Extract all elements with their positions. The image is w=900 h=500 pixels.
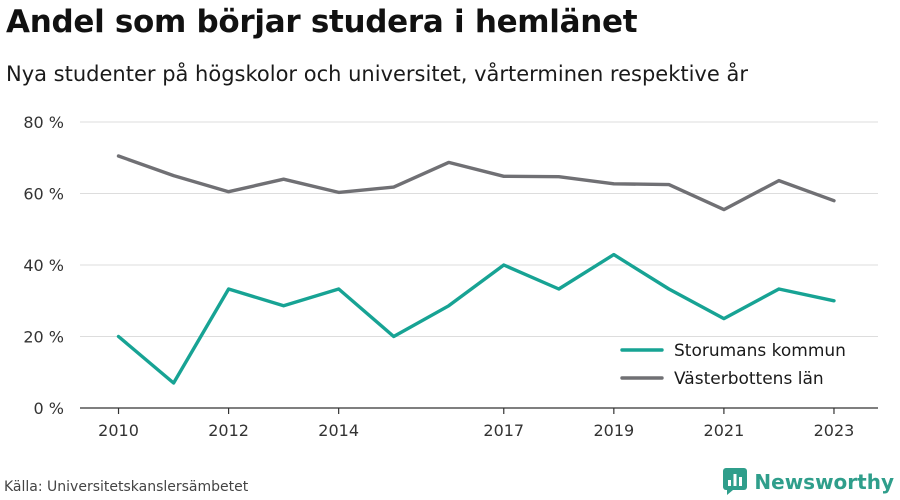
x-tick-label: 2017 [483, 421, 524, 440]
brand-name: Newsworthy [754, 469, 894, 494]
y-tick-label: 40 % [23, 256, 64, 275]
series-line-1 [116, 154, 836, 212]
x-tick-label: 2014 [318, 421, 359, 440]
y-tick-label: 20 % [23, 328, 64, 347]
axes: 0 % 20 % 40 % 60 % 80 % 2010 2012 2014 2017 2019 2… [23, 113, 878, 440]
chart-title: Andel som börjar studera i hemlänet [6, 4, 638, 40]
legend-label: Storumans kommun [674, 341, 846, 361]
series-line-0 [116, 252, 836, 385]
y-tick-label: 80 % [23, 113, 64, 132]
x-tick-label: 2012 [208, 421, 249, 440]
x-tick-label: 2010 [98, 421, 139, 440]
series-lines [116, 154, 836, 385]
x-tick-label: 2021 [704, 421, 745, 440]
x-tick-label: 2019 [593, 421, 634, 440]
source-note: Källa: Universitetskanslersämbetet [4, 479, 249, 495]
y-tick-label: 0 % [34, 399, 64, 418]
x-tick-label: 2023 [814, 421, 855, 440]
newsworthy-logo-icon [723, 468, 748, 495]
brand-logo: Newsworthy [723, 468, 894, 495]
y-tick-label: 60 % [23, 185, 64, 204]
chart-subtitle: Nya studenter på högskolor och universit… [6, 62, 748, 86]
legend: Storumans kommun Västerbottens län [620, 341, 846, 389]
grid [80, 121, 878, 337]
legend-label: Västerbottens län [674, 369, 824, 389]
